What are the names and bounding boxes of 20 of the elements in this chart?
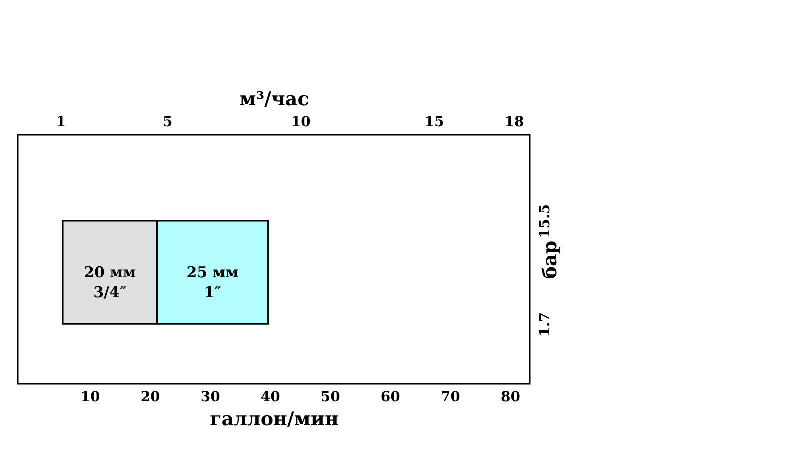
x2-tick-label: 10 xyxy=(291,114,312,130)
x2-tick-label: 18 xyxy=(504,114,524,130)
x-tick-label: 70 xyxy=(440,390,461,406)
x-tick-label: 60 xyxy=(380,390,401,406)
x2-tick-label: 1 xyxy=(56,114,66,130)
annotation: 20 мм 3/4″ xyxy=(84,264,136,302)
x2-axis-title: м³/час xyxy=(240,88,310,110)
y-axis-title: бар xyxy=(540,240,562,280)
x-tick-label: 40 xyxy=(260,390,281,406)
x-tick-label: 30 xyxy=(200,390,221,406)
x2-tick-label: 15 xyxy=(424,114,444,130)
x-tick-label: 80 xyxy=(500,390,521,406)
x-axis-title: галлон/мин xyxy=(210,408,339,430)
y-tick-label: 1.7 xyxy=(538,312,554,337)
x-tick-label: 10 xyxy=(80,390,101,406)
x-tick-label: 20 xyxy=(140,390,161,406)
x-tick-label: 50 xyxy=(320,390,341,406)
x2-tick-label: 5 xyxy=(162,114,173,130)
y-tick-label: 15.5 xyxy=(538,204,554,239)
annotation: 25 мм 1″ xyxy=(186,264,239,302)
